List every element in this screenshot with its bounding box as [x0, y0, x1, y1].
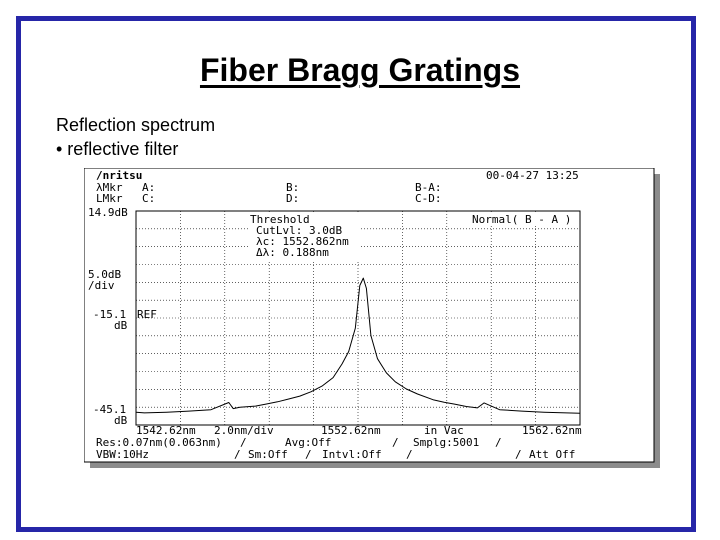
- interval-readout: Intvl:Off: [322, 448, 382, 461]
- vbw-readout: VBW:10Hz: [96, 448, 149, 461]
- subtitle-reflection-spectrum: Reflection spectrum: [56, 115, 216, 135]
- sampling-readout: Smplg:5001: [413, 436, 479, 449]
- ref-level-value: -15.1: [93, 308, 126, 321]
- attenuator-readout: Att Off: [529, 448, 575, 461]
- resolution-readout: Res:0.07nm(0.063nm): [96, 436, 222, 449]
- separator-4: /: [234, 448, 241, 461]
- spectrum-analyzer-screenshot: /nritsu 00-04-27 13:25 λMkr A: B: B-A: L…: [84, 168, 660, 468]
- threshold-box: [248, 213, 360, 261]
- smoothing-readout: Sm:Off: [248, 448, 288, 461]
- ref-tag: REF: [137, 308, 157, 321]
- separator-5: /: [305, 448, 312, 461]
- datetime-readout: 00-04-27 13:25: [486, 169, 579, 182]
- marker-cd-readout: C-D:: [415, 192, 442, 205]
- separator-1: /: [240, 436, 247, 449]
- x-start-label: 1542.62nm: [136, 424, 196, 437]
- x-div-label: 2.0nm/div: [214, 424, 274, 437]
- spectrum-trace: [135, 277, 581, 414]
- separator-3: /: [495, 436, 502, 449]
- marker-ba-readout: B-A:: [415, 181, 442, 194]
- display-mode-readout: Normal( B - A ): [472, 213, 571, 226]
- x-end-label: 1562.62nm: [522, 424, 582, 437]
- threshold-title: Threshold: [250, 213, 310, 226]
- average-readout: Avg:Off: [285, 436, 331, 449]
- plot-frame: [135, 210, 581, 426]
- x-medium-label: in Vac: [424, 424, 464, 437]
- separator-2: /: [392, 436, 399, 449]
- ref-level-unit: dB: [114, 319, 128, 332]
- x-center-label: 1552.62nm: [321, 424, 381, 437]
- marker-c-readout: C:: [142, 192, 155, 205]
- marker-b-readout: B:: [286, 181, 299, 194]
- bandwidth-readout: Δλ: 0.188nm: [256, 246, 329, 259]
- brand-logo: /nritsu: [96, 169, 142, 182]
- marker-a-readout: A:: [142, 181, 155, 194]
- bottom-level-unit: dB: [114, 414, 128, 427]
- cut-level-readout: CutLvl: 3.0dB: [256, 224, 342, 237]
- level-marker-label: LMkr: [96, 192, 123, 205]
- top-level-readout: 14.9dB: [88, 206, 128, 219]
- marker-d-readout: D:: [286, 192, 299, 205]
- wavelength-marker-label: λMkr: [96, 181, 123, 194]
- separator-7: /: [515, 448, 522, 461]
- bullet-reflective-filter: • reflective filter: [56, 139, 179, 159]
- separator-6: /: [406, 448, 413, 461]
- threshold-readout-block: Threshold CutLvl: 3.0dB λc: 1552.862nm Δ…: [248, 213, 360, 261]
- center-wavelength-readout: λc: 1552.862nm: [256, 235, 349, 248]
- scale-unit: /div: [88, 279, 115, 292]
- slide-title: Fiber Bragg Gratings: [199, 52, 521, 88]
- mode-box: [470, 213, 578, 226]
- scale-value: 5.0dB: [88, 268, 121, 281]
- bottom-level-value: -45.1: [93, 403, 126, 416]
